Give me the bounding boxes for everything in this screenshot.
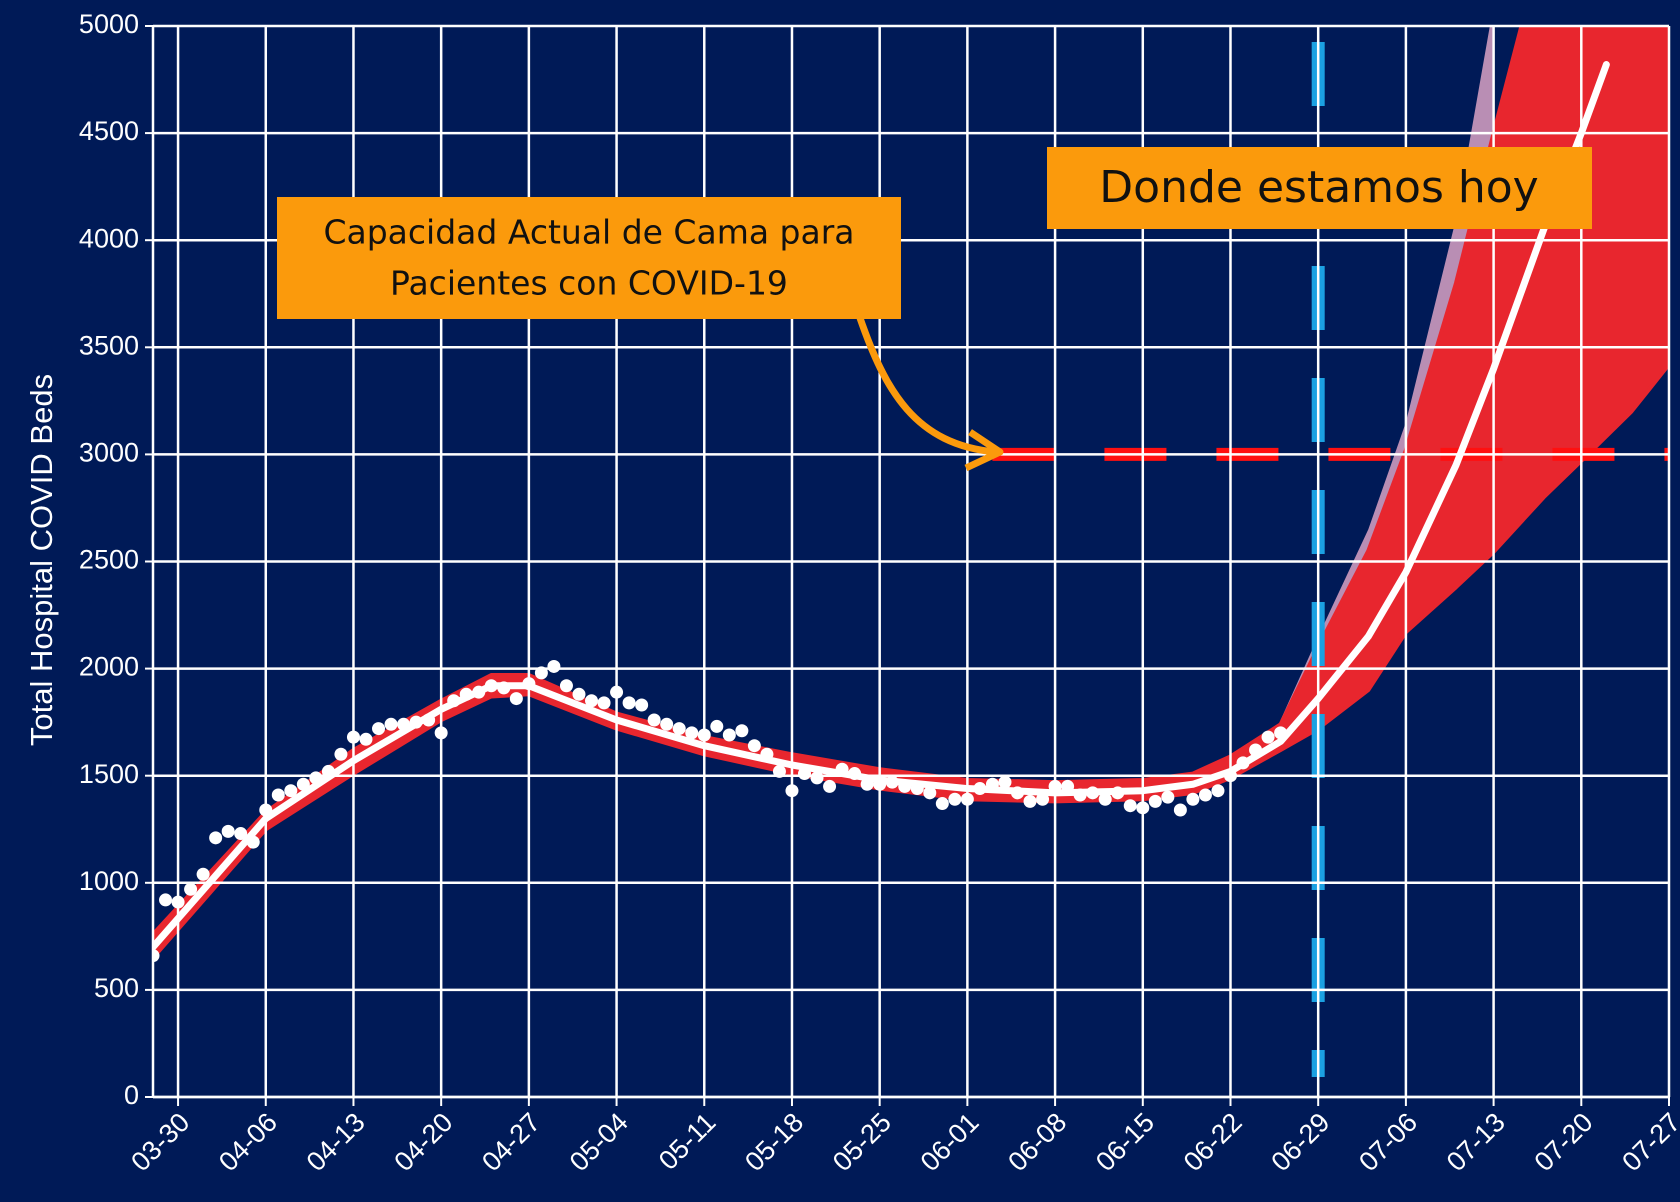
arrow-head	[964, 429, 1004, 472]
data-point	[1211, 784, 1225, 798]
y-tick-label: 3500	[79, 330, 139, 360]
data-point	[948, 792, 962, 806]
data-point	[384, 717, 398, 731]
data-point	[372, 722, 386, 736]
data-point	[159, 893, 173, 907]
annotation-text: Donde estamos hoy	[1099, 162, 1538, 213]
data-point	[196, 867, 210, 881]
data-point	[635, 698, 649, 712]
y-tick-label: 4500	[79, 116, 139, 146]
data-point	[672, 722, 686, 736]
data-point	[284, 784, 298, 798]
data-point	[572, 687, 586, 701]
data-point	[1173, 803, 1187, 817]
data-point	[153, 949, 160, 963]
data-point	[823, 779, 837, 793]
y-tick-label: 0	[124, 1080, 139, 1110]
data-point	[1261, 730, 1275, 744]
data-point	[647, 713, 661, 727]
annotation-box	[277, 197, 901, 319]
data-point	[1036, 792, 1050, 806]
data-point	[509, 692, 523, 706]
data-point	[735, 724, 749, 738]
data-point	[747, 739, 761, 753]
annotations: Capacidad Actual de Cama para Pacientes …	[277, 147, 1592, 472]
data-point	[1123, 799, 1137, 813]
data-point	[547, 659, 561, 673]
arrow	[856, 316, 997, 456]
data-point	[722, 728, 736, 742]
data-point	[660, 717, 674, 731]
projection-band	[153, 26, 1669, 960]
data-point	[1023, 794, 1037, 808]
annotation-text: Capacidad Actual de Cama para	[323, 213, 854, 252]
data-point	[998, 775, 1012, 789]
y-tick-label: 4000	[79, 223, 139, 253]
data-point	[334, 747, 348, 761]
data-point	[935, 797, 949, 811]
data-point	[597, 696, 611, 710]
y-tick-label: 1000	[79, 866, 139, 896]
data-point	[1198, 788, 1212, 802]
data-point	[559, 679, 573, 693]
annotation-text: Pacientes con COVID-19	[390, 264, 788, 303]
y-tick-label: 500	[94, 973, 139, 1003]
annotation-box	[1047, 147, 1592, 229]
data-point	[1161, 790, 1175, 804]
data-point	[234, 827, 248, 841]
data-point	[685, 726, 699, 740]
data-point	[923, 786, 937, 800]
data-point	[710, 719, 724, 733]
data-point	[271, 788, 285, 802]
y-tick-label: 2000	[79, 652, 139, 682]
data-point	[359, 732, 373, 746]
data-point	[184, 882, 198, 896]
fit-line	[153, 61, 1610, 951]
y-tick-label: 3000	[79, 438, 139, 468]
data-point	[221, 824, 235, 838]
data-point	[1148, 794, 1162, 808]
data-point	[622, 696, 636, 710]
data-point	[1098, 792, 1112, 806]
data-point	[585, 694, 599, 708]
data-point	[1186, 792, 1200, 806]
data-point	[209, 831, 223, 845]
y-tick-label: 2500	[79, 545, 139, 575]
y-tick-label: 1500	[79, 759, 139, 789]
y-axis-label: Total Hospital COVID Beds	[24, 374, 59, 746]
y-tick-label: 5000	[79, 9, 139, 39]
